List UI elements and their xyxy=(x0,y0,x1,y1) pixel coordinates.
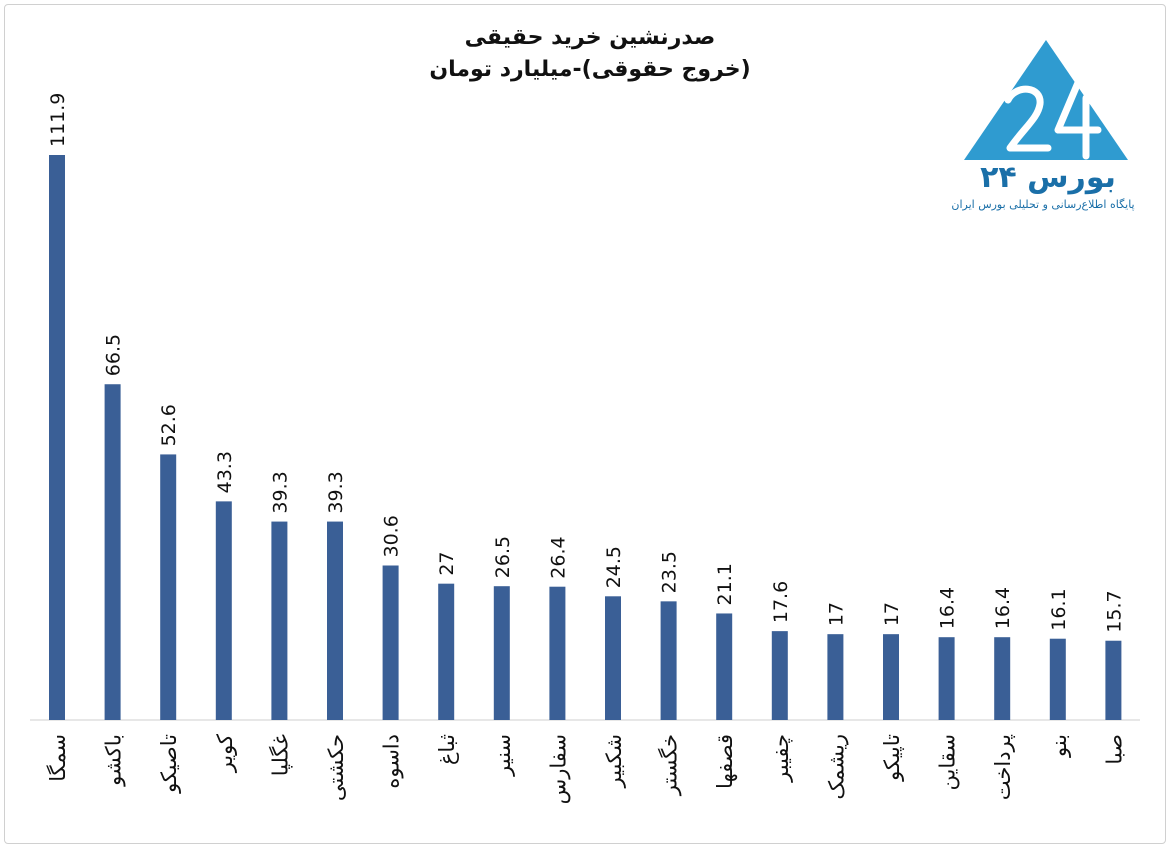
value-label-19: 16.1 xyxy=(1048,588,1070,630)
value-label-12: 23.5 xyxy=(659,551,681,593)
value-label-7: 30.6 xyxy=(381,515,403,557)
bar-4 xyxy=(215,501,232,720)
value-label-2: 66.5 xyxy=(103,334,125,376)
category-label-8: ثباغ xyxy=(435,734,459,765)
category-label-2: باکشو xyxy=(102,734,126,787)
bar-10 xyxy=(549,586,566,720)
category-label-10: سفارس xyxy=(546,734,570,804)
category-label-3: تاصیکو xyxy=(157,734,181,794)
logo-tagline: پایگاه اطلاع‌رسانی و تحلیلی بورس ایران xyxy=(951,198,1135,211)
bar-19 xyxy=(1049,638,1066,720)
logo-name: بورس ۲۴ xyxy=(980,160,1116,195)
bar-6 xyxy=(327,521,343,720)
bar-17 xyxy=(938,637,955,720)
bar-5 xyxy=(271,521,288,720)
category-label-20: صبا xyxy=(1102,734,1126,765)
value-label-15: 17 xyxy=(825,602,847,626)
value-label-3: 52.6 xyxy=(158,404,180,446)
bar-20 xyxy=(1105,640,1122,720)
value-label-4: 43.3 xyxy=(214,451,236,493)
chart-title-line1: صدرنشین خرید حقیقی xyxy=(464,25,716,50)
value-label-14: 17.6 xyxy=(770,581,792,623)
category-label-4: کویر xyxy=(213,734,237,773)
category-label-15: ریشمک xyxy=(824,734,848,800)
category-label-1: سمگا xyxy=(46,734,70,782)
logo-digit-2 xyxy=(1004,85,1052,152)
category-label-12: خگستر xyxy=(658,734,682,796)
category-label-19: بنو xyxy=(1047,734,1071,758)
category-label-14: چفیبر xyxy=(769,734,793,783)
value-label-6: 39.3 xyxy=(325,471,347,513)
value-label-9: 26.5 xyxy=(492,536,514,578)
category-label-7: داسوه xyxy=(380,734,404,789)
category-label-9: سنیر xyxy=(491,734,515,777)
category-label-5: غگلپا xyxy=(268,734,292,776)
chart-title-line2: (خروج حقوقی)-میلیارد تومان xyxy=(429,57,751,82)
bar-15 xyxy=(827,634,844,720)
chart-title: صدرنشین خرید حقیقی (خروج حقوقی)-میلیارد … xyxy=(300,22,880,86)
value-label-17: 16.4 xyxy=(937,587,959,629)
bar-7 xyxy=(382,565,399,720)
category-label-18: پرداخت xyxy=(991,734,1015,800)
chart-frame xyxy=(4,4,1166,844)
value-label-11: 24.5 xyxy=(603,546,625,588)
value-label-18: 16.4 xyxy=(992,587,1014,629)
value-label-16: 17 xyxy=(881,602,903,626)
bar-3 xyxy=(160,454,177,720)
category-label-13: قصفها xyxy=(713,734,737,789)
value-label-13: 21.1 xyxy=(714,563,736,605)
logo-digit-4 xyxy=(1054,74,1102,160)
value-label-5: 39.3 xyxy=(269,471,291,513)
bar-11 xyxy=(605,596,621,720)
value-label-1: 111.9 xyxy=(47,93,69,147)
bar-13 xyxy=(716,613,733,720)
category-label-6: حکشتی xyxy=(324,734,348,801)
bar-1 xyxy=(49,155,65,720)
bar-18 xyxy=(994,637,1011,720)
bar-14 xyxy=(771,631,788,720)
bar-16 xyxy=(883,634,899,720)
value-label-20: 15.7 xyxy=(1103,590,1125,632)
bar-12 xyxy=(660,601,677,720)
value-label-10: 26.4 xyxy=(547,536,569,578)
value-label-8: 27 xyxy=(436,551,458,575)
category-label-17: سقاین xyxy=(936,734,960,790)
category-label-16: تاپیکو xyxy=(880,734,904,782)
bar-9 xyxy=(493,586,510,720)
bar-2 xyxy=(104,384,121,720)
bar-8 xyxy=(438,583,455,720)
category-label-11: شکبیر xyxy=(602,734,626,788)
bourse24-logo-icon xyxy=(964,40,1128,160)
